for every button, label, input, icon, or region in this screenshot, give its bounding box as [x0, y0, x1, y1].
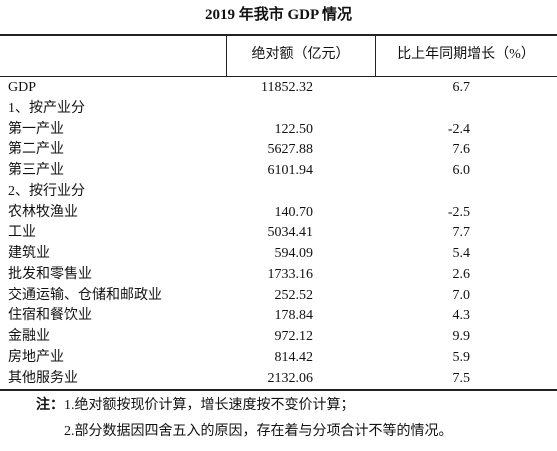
absolute-value: 594.09 — [274, 246, 314, 261]
table-title: 2019 年我市 GDP 情况 — [204, 7, 353, 23]
absolute-value: 5627.88 — [267, 142, 314, 158]
note: 2.部分数据因四舍五入的原因，存在着与分项合计不等的情况。 — [64, 424, 453, 439]
row-label: 第二产业 — [8, 142, 64, 158]
header-border — [0, 76, 557, 77]
growth-rate: -2.4 — [447, 121, 470, 137]
growth-rate: 7.6 — [452, 142, 471, 158]
row-label: GDP — [8, 80, 37, 95]
row-label: 第一产业 — [8, 121, 64, 137]
growth-rate: 7.7 — [452, 225, 471, 241]
row-label: 住宿和餐饮业 — [8, 308, 92, 324]
column-divider — [226, 36, 227, 76]
row-label: 工业 — [8, 225, 36, 241]
growth-rate: 7.0 — [452, 287, 471, 303]
growth-rate: 6.7 — [452, 80, 471, 95]
growth-rate: 2.6 — [452, 266, 471, 282]
growth-rate: 4.3 — [452, 308, 471, 324]
absolute-value: 1733.16 — [267, 266, 314, 282]
row-label: 房地产业 — [8, 349, 64, 365]
absolute-value: 178.84 — [274, 308, 314, 324]
row-label: 建筑业 — [8, 246, 50, 261]
absolute-value: 6101.94 — [267, 163, 314, 178]
absolute-value: 2132.06 — [267, 370, 314, 386]
growth-rate: 6.0 — [452, 163, 471, 178]
column-divider — [375, 36, 376, 76]
absolute-value: 11852.32 — [261, 80, 313, 95]
absolute-value: 122.50 — [274, 121, 314, 137]
absolute-value: 140.70 — [274, 204, 314, 220]
absolute-value: 252.52 — [274, 287, 314, 303]
growth-rate: 9.9 — [452, 329, 471, 344]
row-label: 2、按行业分 — [8, 183, 85, 199]
growth-rate: 5.4 — [452, 246, 471, 261]
row-label: 金融业 — [8, 329, 50, 344]
column-header: 比上年同期增长（%） — [397, 47, 535, 62]
note: 1.绝对额按现价计算，增长速度按不变价计算； — [64, 398, 355, 413]
growth-rate: 5.9 — [452, 349, 471, 365]
row-label: 批发和零售业 — [8, 266, 92, 282]
absolute-value: 972.12 — [274, 329, 314, 344]
row-label: 1、按产业分 — [8, 100, 85, 116]
bottom-border — [0, 389, 557, 391]
row-label: 农林牧渔业 — [8, 204, 78, 220]
absolute-value: 5034.41 — [267, 225, 314, 241]
note-label: 注： — [36, 398, 64, 413]
row-label: 第三产业 — [8, 163, 64, 178]
column-header: 绝对额（亿元） — [251, 47, 350, 62]
growth-rate: -2.5 — [447, 204, 470, 220]
growth-rate: 7.5 — [452, 370, 471, 386]
absolute-value: 814.42 — [274, 349, 314, 365]
row-label: 交通运输、仓储和邮政业 — [8, 287, 162, 303]
row-label: 其他服务业 — [8, 370, 78, 386]
top-border — [0, 34, 557, 36]
